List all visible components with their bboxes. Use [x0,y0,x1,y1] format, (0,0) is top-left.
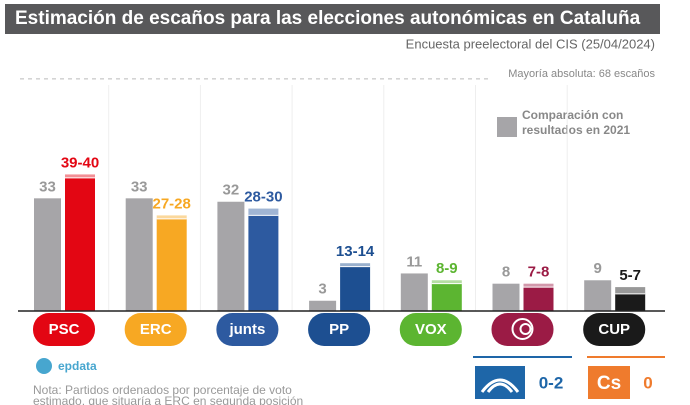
bar-estimate-range [431,280,462,284]
party-logo [33,313,95,346]
bar-2021 [400,273,428,311]
chart-title: Estimación de escaños para las eleccione… [15,8,641,29]
bar-estimate-low [431,283,462,311]
party-label: CUP [598,321,630,338]
value-label-2021: 3 [318,281,326,298]
party-logo [308,313,371,346]
bar-estimate-low [615,293,646,311]
subtitle: Encuesta preelectoral del CIS (25/04/202… [406,36,655,51]
party-logo [583,313,646,346]
bar-2021 [492,283,520,311]
bar-estimate-low [523,287,554,311]
value-label-estimate: 5-7 [619,267,641,284]
value-label-estimate: 7-8 [528,264,550,281]
source-logo [36,358,52,374]
bar-estimate-range [156,215,187,219]
party-logo [216,313,279,346]
majority-label: Mayoría absoluta: 68 escaños [508,68,655,80]
bar-2021 [217,201,245,311]
bar-2021 [125,198,153,311]
bar-estimate-range [523,283,554,288]
party-label: PSC [49,321,80,338]
party-logo [588,366,630,399]
bar-estimate-low [248,215,279,311]
value-label-estimate: 8-9 [436,260,458,277]
title-bar [5,4,660,34]
legend: Comparación con resultados en 2021 [522,108,631,137]
extra-value: 0-2 [539,373,564,392]
legend-swatch [497,117,517,137]
bar-2021 [309,300,337,311]
party-label: PP [329,321,349,338]
extra-value: 0 [643,373,652,392]
value-label-estimate: 28-30 [244,189,282,206]
bar-estimate-range [65,174,95,178]
party-logo-mark [480,378,520,393]
party-logo [491,313,554,346]
bar-2021 [34,198,61,311]
note: estimado, que situaría a ERC en segunda … [33,394,303,405]
bar-estimate-low [156,218,187,311]
value-label-estimate: 13-14 [336,243,375,260]
value-label-estimate: 27-28 [153,195,191,212]
note: Nota: Partidos ordenados por porcentaje … [33,383,292,397]
bar-estimate-range [615,287,646,294]
value-label-2021: 9 [594,260,602,277]
value-label-2021: 32 [223,182,240,199]
bar-estimate-low [65,177,95,311]
bar-estimate-range [248,208,279,216]
source: epdata [58,359,97,373]
party-label: Cs [597,373,621,394]
party-label: ERC [140,321,172,338]
value-label-2021: 11 [406,253,422,270]
party-logo [124,313,187,346]
bar-estimate-low [340,266,371,311]
party-logo-mark [519,323,532,335]
party-label: junts [228,321,265,338]
value-label-2021: 33 [39,178,56,195]
party-label: VOX [415,321,447,338]
bar-2021 [584,280,612,311]
value-label-2021: 33 [131,178,148,195]
legend-label: Comparación con resultados en 2021 [522,108,631,137]
bar-estimate-range [340,263,371,267]
value-label-estimate: 39-40 [61,154,99,171]
party-logo-mark [511,318,534,340]
value-label-2021: 8 [502,264,510,281]
party-logo [399,313,462,346]
